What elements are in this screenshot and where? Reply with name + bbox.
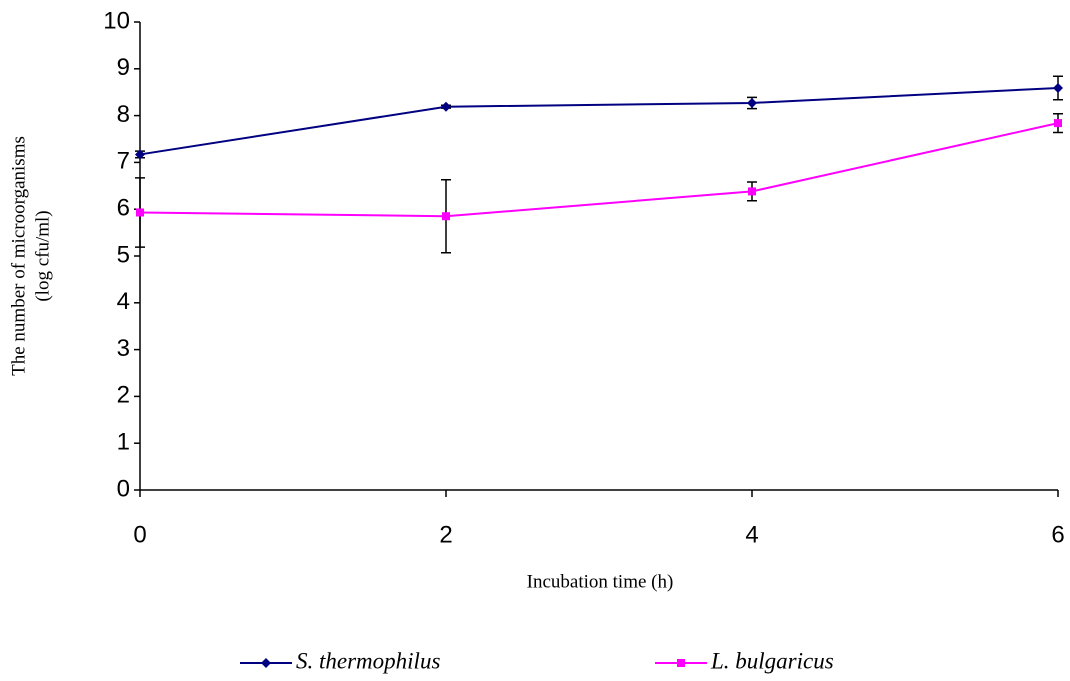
y-tick-label: 10	[103, 7, 130, 34]
legend-label: S. thermophilus	[296, 648, 440, 673]
y-tick-label: 6	[117, 195, 130, 222]
marker	[1053, 83, 1063, 93]
chart: Incubation time (h) The number of microo…	[0, 0, 1070, 681]
x-axis-label: Incubation time (h)	[527, 571, 674, 592]
y-tick-label: 3	[117, 335, 130, 362]
y-tick-label: 1	[117, 429, 130, 456]
x-tick-label: 0	[133, 521, 146, 548]
y-tick-label: 2	[117, 382, 130, 409]
y-tick-label: 7	[117, 148, 130, 175]
x-tick-label: 2	[439, 521, 452, 548]
marker	[442, 212, 450, 220]
legend-marker	[261, 658, 271, 668]
legend-label: L. bulgaricus	[710, 648, 834, 673]
y-tick-label: 0	[117, 475, 130, 502]
y-tick-label: 9	[117, 54, 130, 81]
series-line	[140, 88, 1058, 154]
marker	[136, 208, 144, 216]
marker	[748, 187, 756, 195]
legend-marker	[677, 659, 685, 667]
y-tick-label: 8	[117, 101, 130, 128]
y-axis-label: (log cfu/ml)	[32, 210, 53, 301]
y-tick-label: 5	[117, 241, 130, 268]
marker	[1054, 119, 1062, 127]
y-axis-label: The number of microorganisms	[8, 136, 29, 376]
x-tick-label: 6	[1051, 521, 1064, 548]
marker	[441, 102, 451, 112]
series-line	[140, 123, 1058, 216]
x-tick-label: 4	[745, 521, 758, 548]
y-tick-label: 4	[117, 288, 130, 315]
marker	[747, 98, 757, 108]
